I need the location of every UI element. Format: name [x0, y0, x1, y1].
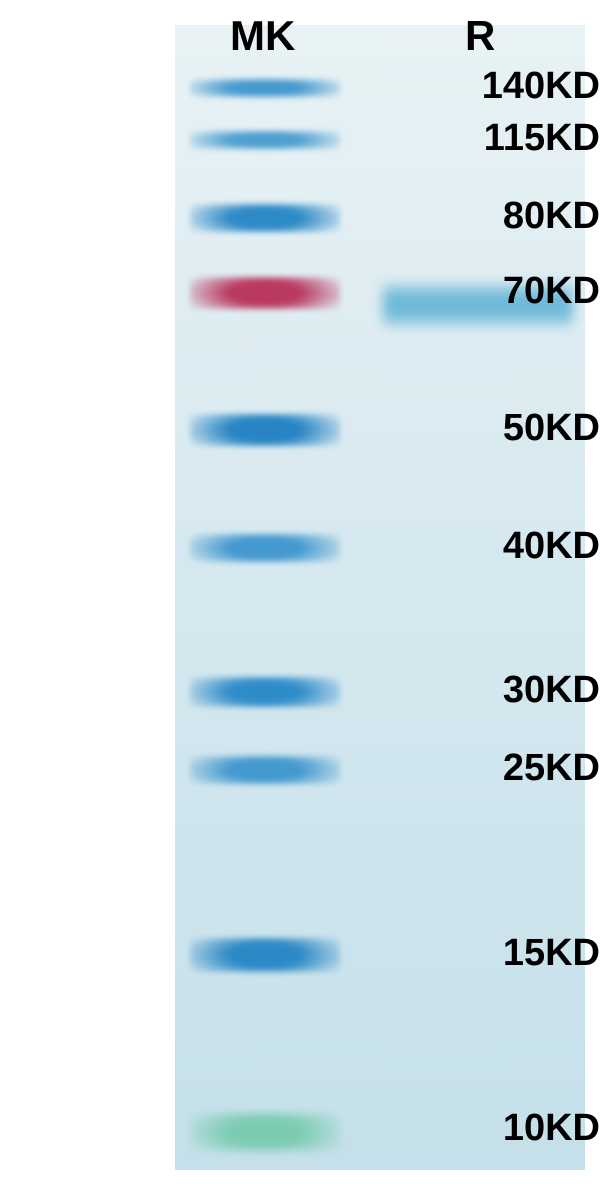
mw-label-1: 115KD: [435, 117, 600, 160]
lane-header-sample: R: [465, 12, 495, 60]
marker-band-5: [190, 534, 340, 562]
marker-band-2: [190, 204, 340, 232]
mw-label-3: 70KD: [435, 270, 600, 313]
mw-label-6: 30KD: [435, 669, 600, 712]
mw-label-7: 25KD: [435, 747, 600, 790]
label-area: [0, 0, 175, 1184]
mw-label-5: 40KD: [435, 525, 600, 568]
marker-band-7: [190, 756, 340, 784]
lane-header-marker: MK: [230, 12, 295, 60]
mw-label-9: 10KD: [435, 1107, 600, 1150]
mw-label-8: 15KD: [435, 932, 600, 975]
marker-band-1: [190, 131, 340, 149]
mw-label-2: 80KD: [435, 195, 600, 238]
marker-band-9: [190, 1113, 340, 1151]
marker-band-6: [190, 677, 340, 707]
marker-band-4: [190, 414, 340, 446]
marker-band-3: [190, 277, 340, 309]
marker-band-0: [190, 79, 340, 97]
marker-band-8: [190, 938, 340, 972]
mw-label-4: 50KD: [435, 407, 600, 450]
mw-label-0: 140KD: [435, 65, 600, 108]
